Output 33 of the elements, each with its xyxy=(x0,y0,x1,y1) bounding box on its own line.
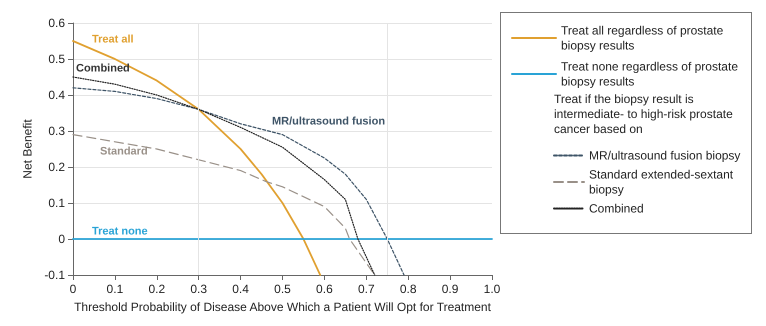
x-tick-label: 0.3 xyxy=(190,282,208,296)
legend-label: Standard extended-sextant biopsy xyxy=(589,168,736,196)
y-tick-label: 0.2 xyxy=(48,160,66,174)
x-tick-label: 0.1 xyxy=(106,282,124,296)
legend-label: Combined xyxy=(589,202,644,216)
y-tick-label: 0.5 xyxy=(48,52,66,66)
x-axis-title: Threshold Probability of Disease Above Which a Patient Will Opt for Treatment xyxy=(74,300,492,314)
y-tick-label: 0.3 xyxy=(48,124,66,138)
x-tick-label: 0.2 xyxy=(148,282,166,296)
legend-label: MR/ultrasound fusion biopsy xyxy=(589,148,740,162)
legend-label: Treat all regardless of prostate biopsy results xyxy=(561,24,727,52)
line-series xyxy=(72,134,376,276)
annotation: Treat none xyxy=(92,226,148,238)
legend-label: Treat none regardless of prostate biopsy results xyxy=(561,60,742,88)
x-tick-label: 0.6 xyxy=(316,282,334,296)
x-tick-label: 0.5 xyxy=(274,282,292,296)
x-tick-label: 0 xyxy=(70,282,77,296)
y-tick-label: 0.4 xyxy=(48,88,66,102)
x-tick-label: 0.7 xyxy=(358,282,375,296)
y-tick-label: 0 xyxy=(58,232,66,246)
x-tick-label: 0.8 xyxy=(400,282,417,296)
y-tick-label: -0.1 xyxy=(44,268,66,282)
x-tick-label: 0.4 xyxy=(232,282,250,296)
y-tick-label: 0.1 xyxy=(48,196,66,210)
y-tick-label: 0.6 xyxy=(48,16,66,30)
x-tick-label: 0.9 xyxy=(442,282,459,296)
legend-title: Treat if the biopsy result is intermediate- to high-risk prostate cancer based on xyxy=(554,92,734,137)
annotation: Treat all xyxy=(92,34,134,46)
annotation: Standard xyxy=(100,146,148,158)
y-axis-title: Net Benefit xyxy=(20,118,34,179)
x-tick-label: 1.0 xyxy=(484,282,501,296)
annotation: MR/ultrasound fusion xyxy=(272,116,386,128)
annotation: Combined xyxy=(76,62,130,74)
